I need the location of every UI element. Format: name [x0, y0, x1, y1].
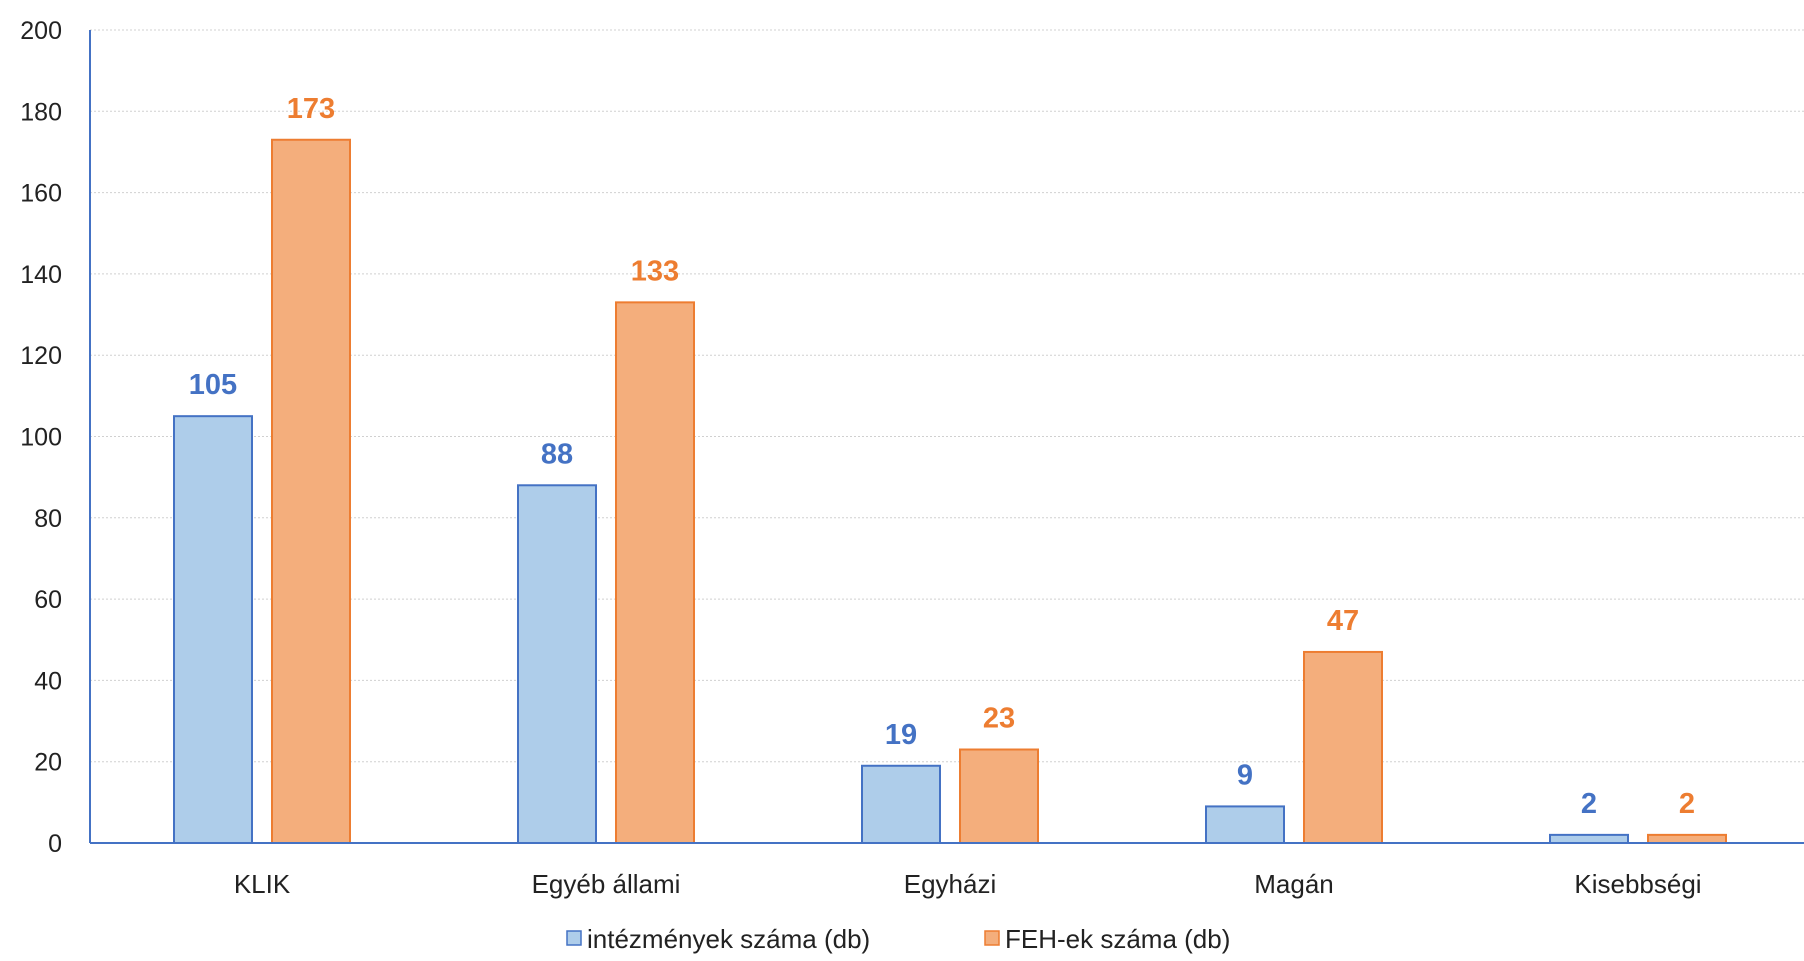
bar-intezmenyek-2: [861, 764, 941, 845]
bar-intezmenyek-4: [1549, 833, 1629, 844]
y-tick-label: 20: [34, 749, 62, 777]
y-tick-label: 180: [20, 98, 62, 126]
bar-intezmenyek-1: [517, 484, 597, 844]
bar-feh-1: [615, 301, 695, 845]
bar-feh-3: [1303, 650, 1383, 844]
data-label: 133: [631, 255, 679, 287]
y-tick-label: 40: [34, 667, 62, 695]
x-category-label: Magán: [1254, 869, 1334, 899]
y-tick-label: 160: [20, 180, 62, 208]
data-label: 105: [189, 369, 237, 401]
y-tick-label: 120: [20, 342, 62, 370]
bar-feh-0: [271, 138, 351, 844]
data-label: 2: [1679, 788, 1695, 820]
y-tick-label: 80: [34, 505, 62, 533]
legend-swatch-1: [984, 930, 1000, 946]
x-category-label: KLIK: [234, 869, 291, 899]
y-tick-label: 100: [20, 424, 62, 452]
y-tick-label: 0: [48, 830, 62, 858]
data-label: 9: [1237, 759, 1253, 791]
bar-feh-4: [1647, 833, 1727, 844]
legend-label: intézmények száma (db): [587, 924, 870, 954]
bar-intezmenyek-0: [173, 415, 253, 844]
data-label: 88: [541, 438, 573, 470]
x-category-label: Egyházi: [904, 869, 997, 899]
x-category-label: Kisebbségi: [1574, 869, 1701, 899]
data-label: 173: [287, 93, 335, 125]
data-label: 23: [983, 703, 1015, 735]
data-label: 2: [1581, 788, 1597, 820]
y-tick-label: 200: [20, 17, 62, 45]
bar-intezmenyek-3: [1205, 805, 1285, 844]
bar-feh-2: [959, 748, 1039, 845]
legend-label: FEH-ek száma (db): [1005, 924, 1230, 954]
y-tick-label: 140: [20, 261, 62, 289]
y-tick-label: 60: [34, 586, 62, 614]
x-category-label: Egyéb állami: [532, 869, 681, 899]
legend-swatch-0: [566, 930, 582, 946]
data-label: 47: [1327, 605, 1359, 637]
data-label: 19: [885, 719, 917, 751]
